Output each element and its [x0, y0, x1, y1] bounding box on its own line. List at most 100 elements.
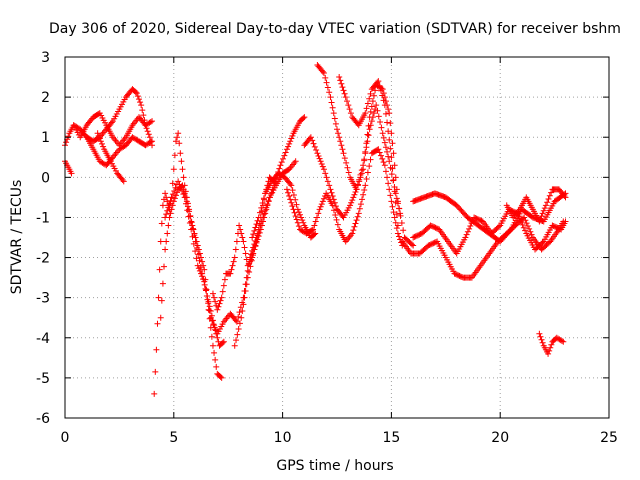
data-point [176, 181, 183, 188]
data-point [313, 214, 320, 221]
tick-labels: 0 5 10 15 20 25 -6 -5 -4 -3 -2 -1 0 1 2 3 [36, 50, 618, 446]
data-point [291, 209, 298, 216]
data-point [198, 254, 204, 261]
data-point [164, 230, 171, 237]
data-point [286, 140, 293, 147]
data-point [377, 118, 384, 125]
data-point [385, 128, 392, 135]
data-point [539, 239, 546, 246]
data-point [215, 303, 222, 310]
data-point [374, 107, 381, 114]
y-tick-label: -4 [36, 331, 50, 347]
data-point [201, 266, 208, 273]
data-point [171, 152, 178, 159]
data-point [546, 347, 553, 354]
data-point [316, 155, 323, 162]
data-point [258, 222, 265, 229]
data-point [254, 236, 261, 243]
data-point [379, 155, 386, 162]
data-point [188, 226, 195, 233]
data-point [539, 210, 546, 217]
data-point [195, 246, 202, 253]
data-point [236, 222, 243, 229]
data-point [217, 297, 224, 304]
data-point [397, 212, 404, 219]
data-point [260, 195, 267, 202]
data-point [134, 93, 141, 100]
data-point [391, 214, 398, 221]
data-point [320, 195, 327, 202]
data-point [322, 170, 329, 177]
data-point [166, 201, 173, 208]
data-point [251, 227, 258, 234]
data-point [369, 98, 376, 105]
data-point [393, 195, 400, 202]
data-point [368, 118, 375, 125]
data-point [264, 202, 271, 209]
data-point [266, 194, 273, 201]
data-point [340, 150, 347, 157]
data-point [341, 155, 348, 162]
data-point [240, 301, 247, 308]
y-tick-label: 3 [41, 50, 50, 66]
data-point [159, 280, 166, 287]
data-point [133, 90, 140, 97]
data-point [250, 252, 257, 259]
data-point [233, 337, 240, 344]
data-point [195, 265, 202, 272]
data-point [157, 238, 164, 245]
data-point [364, 169, 371, 176]
data-point [215, 338, 222, 345]
data-point [132, 89, 139, 96]
data-point [365, 122, 372, 129]
data-point [295, 209, 302, 216]
data-point [390, 209, 397, 216]
data-point [547, 344, 554, 351]
y-tick-label: -5 [36, 371, 50, 387]
data-point [379, 92, 386, 99]
data-point [212, 356, 219, 363]
data-point [207, 314, 214, 321]
data-point [350, 227, 357, 234]
data-point [388, 198, 395, 205]
data-point [342, 94, 349, 101]
data-point [193, 255, 200, 262]
data-point [153, 346, 160, 353]
data-point [362, 110, 369, 117]
data-point [386, 136, 393, 143]
data-point [354, 182, 361, 189]
data-point [394, 230, 401, 237]
data-point [200, 275, 207, 282]
data-point [319, 198, 326, 205]
data-point [171, 195, 178, 202]
data-point [336, 134, 343, 141]
data-point [295, 223, 302, 230]
data-point [335, 130, 342, 137]
data-point [147, 139, 154, 146]
data-point [289, 203, 296, 210]
data-point [382, 168, 389, 175]
data-point [186, 220, 193, 227]
data-point [219, 288, 226, 295]
data-point [256, 229, 263, 236]
series-track-20 [536, 330, 567, 357]
data-point [176, 140, 183, 147]
data-point [341, 90, 348, 97]
data-point [300, 219, 307, 226]
data-point [164, 207, 171, 214]
data-point [385, 180, 392, 187]
data-point [177, 184, 184, 191]
data-point [386, 110, 393, 117]
data-point [163, 238, 170, 245]
x-tick-label: 5 [169, 430, 178, 446]
data-point [238, 314, 245, 321]
data-point [95, 132, 102, 139]
data-point [388, 171, 395, 178]
data-point [151, 390, 158, 397]
data-point [162, 190, 169, 197]
data-point [231, 254, 238, 261]
series-track-9 [209, 174, 277, 313]
data-point [323, 79, 330, 86]
data-point [393, 225, 400, 232]
